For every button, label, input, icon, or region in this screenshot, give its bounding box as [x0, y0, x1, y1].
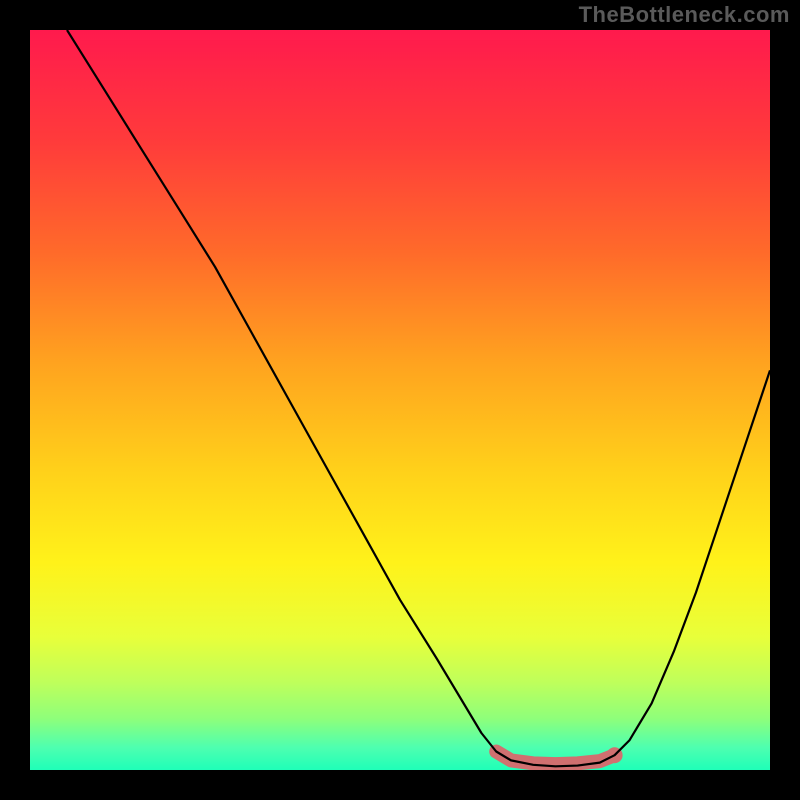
watermark-text: TheBottleneck.com — [579, 2, 790, 28]
chart-plot-area — [30, 30, 770, 770]
chart-background — [30, 30, 770, 770]
chart-svg — [30, 30, 770, 770]
